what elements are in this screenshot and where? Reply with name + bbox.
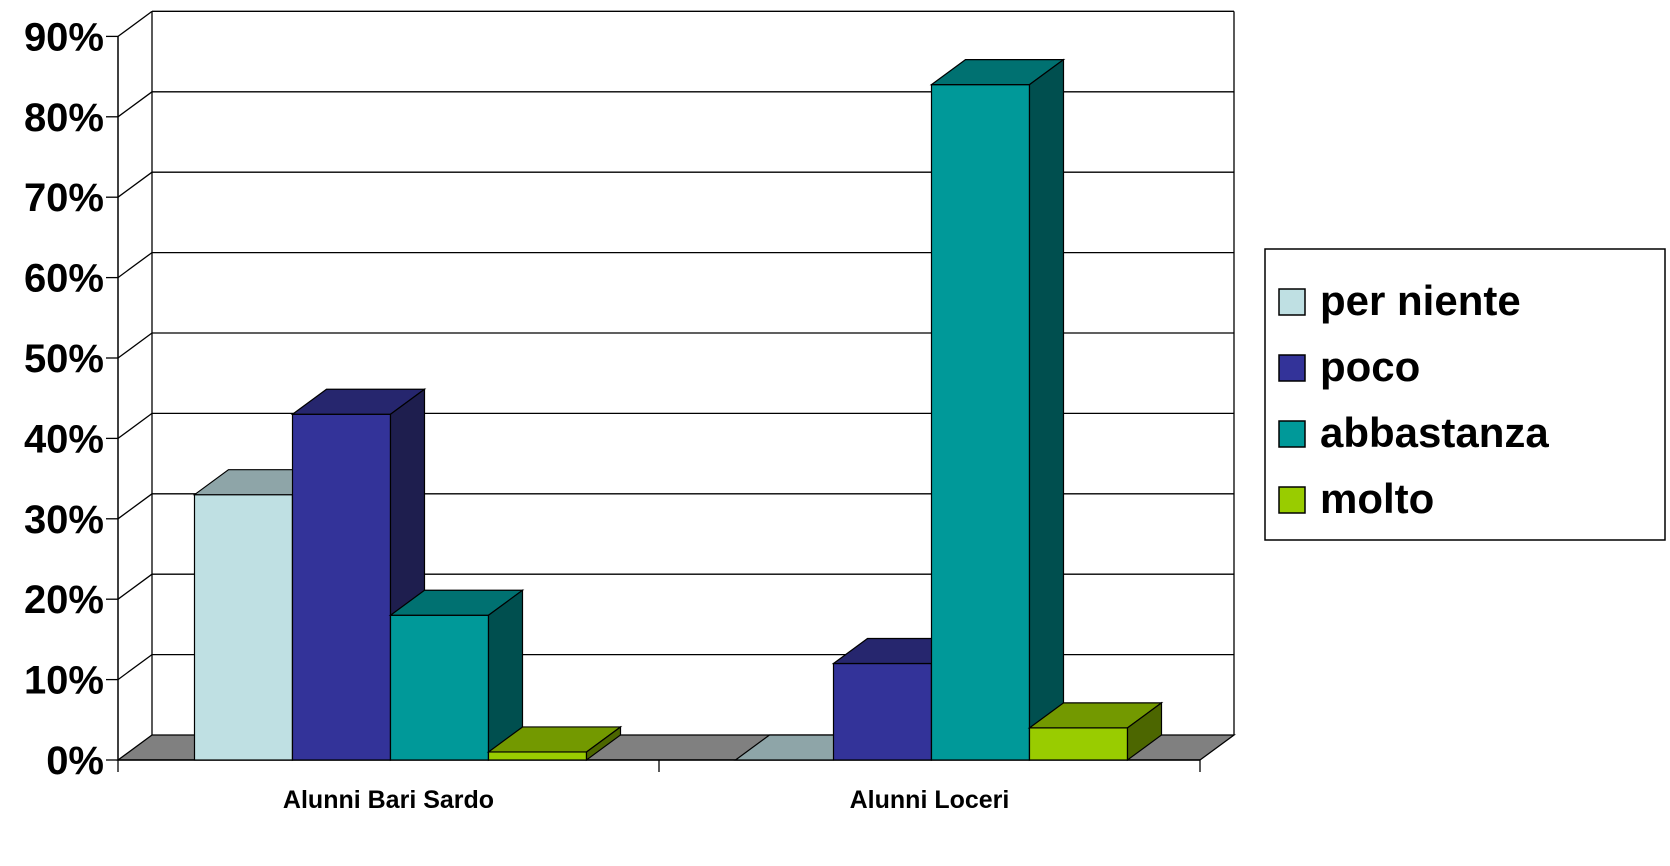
bar-front	[389, 614, 490, 761]
side-gridline	[117, 252, 153, 279]
y-tick-label: 0%	[46, 739, 104, 783]
bar-front	[487, 751, 588, 761]
legend-swatch	[1278, 420, 1306, 448]
legend-label: poco	[1320, 343, 1420, 390]
axis-layer: 0% 10% 20% 30% 40% 50% 60% 70% 80% 90% Alunni Bari…	[24, 15, 1201, 814]
legend-swatch	[1278, 486, 1306, 514]
bar-front	[832, 662, 933, 761]
y-tick-label: 20%	[24, 578, 104, 622]
side-gridline	[117, 493, 153, 520]
y-tick-label: 30%	[24, 498, 104, 542]
y-tick-label: 60%	[24, 257, 104, 301]
bar-front	[930, 84, 1031, 761]
side-gridline	[117, 573, 153, 600]
side-gridline	[117, 412, 153, 439]
legend-label: per niente	[1320, 277, 1521, 324]
bar-front	[193, 494, 294, 761]
bar-front	[1028, 727, 1129, 761]
bars-layer	[192, 58, 1164, 762]
legend-label: molto	[1320, 475, 1434, 522]
bar-front	[291, 413, 392, 761]
side-gridline	[117, 171, 153, 198]
x-category-label: Alunni Loceri	[850, 786, 1010, 814]
bar	[388, 589, 525, 762]
y-tick-label: 90%	[24, 15, 104, 59]
legend: per niente poco abbastanza molto	[1264, 248, 1666, 541]
legend-swatch	[1278, 354, 1306, 382]
side-gridline	[117, 91, 153, 118]
bar	[1027, 701, 1164, 762]
x-category-label: Alunni Bari Sardo	[283, 786, 494, 814]
y-tick-label: 50%	[24, 337, 104, 381]
bar-side	[1126, 701, 1163, 762]
side-gridline	[117, 332, 153, 359]
y-tick-label: 40%	[24, 417, 104, 461]
side-gridline	[117, 10, 153, 37]
y-tick-label: 80%	[24, 96, 104, 140]
bar	[486, 725, 623, 762]
bar-side	[585, 725, 622, 762]
y-tick-label: 70%	[24, 176, 104, 220]
legend-swatch	[1278, 288, 1306, 316]
legend-box	[1264, 248, 1666, 541]
side-gridline	[117, 654, 153, 681]
legend-label: abbastanza	[1320, 409, 1549, 456]
bar-side	[1028, 58, 1065, 762]
bar	[929, 58, 1066, 762]
y-tick-label: 10%	[24, 659, 104, 703]
